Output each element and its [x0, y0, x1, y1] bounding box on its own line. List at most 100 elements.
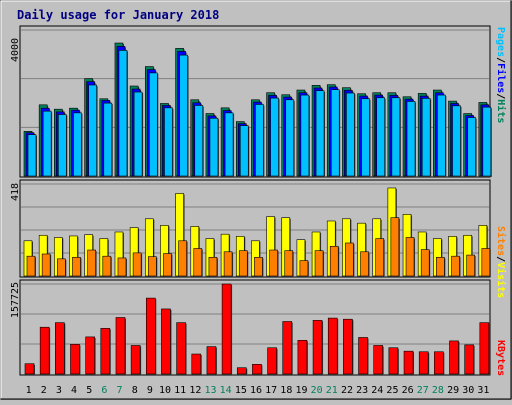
- day-label: 24: [371, 385, 383, 396]
- day-label: 17: [265, 385, 277, 396]
- pages-bar: [482, 106, 492, 177]
- sites-bar: [147, 256, 157, 277]
- sites-bar: [117, 257, 127, 277]
- sites-bar: [41, 253, 51, 277]
- pages-bar: [209, 117, 219, 177]
- sites-bar: [375, 238, 385, 277]
- pages-bar: [194, 105, 204, 177]
- sites-bar: [163, 253, 172, 277]
- pages-bar: [270, 97, 279, 177]
- day-label: 20: [311, 385, 323, 396]
- sites-bar: [466, 254, 475, 277]
- pages-bar: [103, 102, 113, 177]
- day-label: 21: [326, 385, 338, 396]
- pages-bar: [421, 98, 431, 177]
- sites-bar: [329, 245, 339, 277]
- day-label: 7: [117, 385, 123, 396]
- legend-kbytes: KBytes: [495, 340, 506, 376]
- pages-bar: [133, 91, 143, 177]
- day-label: 23: [356, 385, 368, 396]
- day-label: 19: [295, 385, 307, 396]
- pages-bar: [88, 84, 97, 177]
- kbytes-bar: [236, 367, 247, 375]
- sites-bar: [72, 256, 81, 277]
- sites-bar: [254, 256, 263, 277]
- visits-axis-max-label: 418: [10, 183, 21, 201]
- pages-bar: [285, 99, 295, 177]
- kbytes-bar: [161, 308, 171, 375]
- kbytes-bar: [24, 363, 35, 375]
- hits-files-pages-panel: 4000 Pages/Files/Hits: [10, 25, 507, 178]
- day-label: 6: [101, 385, 107, 396]
- day-label: 3: [56, 385, 62, 396]
- pages-bar: [315, 90, 325, 177]
- kbytes-bar: [388, 347, 399, 375]
- pages-bar: [346, 92, 355, 177]
- pages-bar: [148, 72, 158, 177]
- kbytes-bar: [39, 326, 50, 375]
- kbytes-bar: [267, 347, 277, 375]
- kbytes-bar: [479, 322, 490, 375]
- day-label: 27: [417, 385, 429, 396]
- legend-separator: /: [495, 256, 506, 262]
- sites-bar: [178, 240, 187, 277]
- sites-bar: [451, 255, 460, 277]
- day-axis-labels: 1 2 3 4 5 6 7 8 9 10 11 12 13 14 15 16 17 18 19 20 21 22 23 24 2…: [26, 385, 490, 396]
- kbytes-bar: [70, 344, 80, 375]
- kbytes-bar: [115, 317, 126, 375]
- day-label: 22: [341, 385, 353, 396]
- pages-bar: [467, 117, 476, 177]
- kbytes-bars: [21, 283, 490, 375]
- visits-sites-bars: [21, 183, 491, 277]
- sites-bar: [269, 249, 278, 277]
- pages-bar: [164, 107, 173, 177]
- sites-bar: [223, 251, 233, 277]
- sites-bar: [284, 250, 294, 277]
- kbytes-bar: [100, 328, 111, 375]
- sites-bar: [299, 260, 309, 277]
- sites-bar: [132, 252, 142, 277]
- middle-side-legend: Sites/Visits: [495, 226, 507, 298]
- kbytes-bar: [206, 346, 217, 375]
- kbytes-bar: [55, 322, 65, 375]
- kbytes-bar: [418, 351, 429, 375]
- kbytes-bar: [282, 321, 293, 375]
- day-label: 8: [132, 385, 138, 396]
- day-label: 28: [432, 385, 444, 396]
- kbytes-bar: [373, 345, 384, 375]
- sites-bar: [420, 249, 430, 277]
- kbytes-bar: [403, 350, 414, 375]
- kbytes-bar: [464, 344, 474, 375]
- kbytes-bar: [252, 363, 262, 375]
- hits-axis-max-label: 4000: [10, 38, 21, 62]
- pages-bar: [73, 112, 82, 177]
- legend-files: Files: [495, 63, 507, 93]
- day-label: 9: [147, 385, 153, 396]
- kbytes-bar: [434, 351, 444, 375]
- sites-bar: [102, 255, 112, 277]
- top-side-legend: Pages/Files/Hits: [495, 27, 507, 123]
- day-label: 25: [386, 385, 398, 396]
- legend-visits: Visits: [495, 262, 507, 298]
- pages-bar: [27, 134, 37, 177]
- legend-separator: /: [495, 57, 506, 63]
- pages-bar: [300, 94, 310, 177]
- pages-bar: [437, 94, 446, 177]
- kbytes-axis-max-label: 157725: [10, 282, 21, 318]
- sites-bar: [390, 217, 400, 277]
- pages-bar: [118, 50, 128, 177]
- pages-bar: [361, 98, 370, 177]
- kbytes-bar: [130, 345, 141, 375]
- visits-sites-panel: 418 Sites/Visits: [10, 179, 507, 298]
- sites-bar: [26, 255, 36, 277]
- pages-bar: [406, 101, 416, 177]
- sites-bar: [405, 237, 415, 277]
- day-label: 2: [41, 385, 47, 396]
- day-label: 16: [250, 385, 262, 396]
- pages-bar: [452, 105, 461, 177]
- day-label: 26: [402, 385, 414, 396]
- day-label: 30: [462, 385, 474, 396]
- legend-hits: Hits: [495, 99, 507, 123]
- pages-bar: [58, 114, 67, 177]
- sites-bar: [193, 248, 203, 277]
